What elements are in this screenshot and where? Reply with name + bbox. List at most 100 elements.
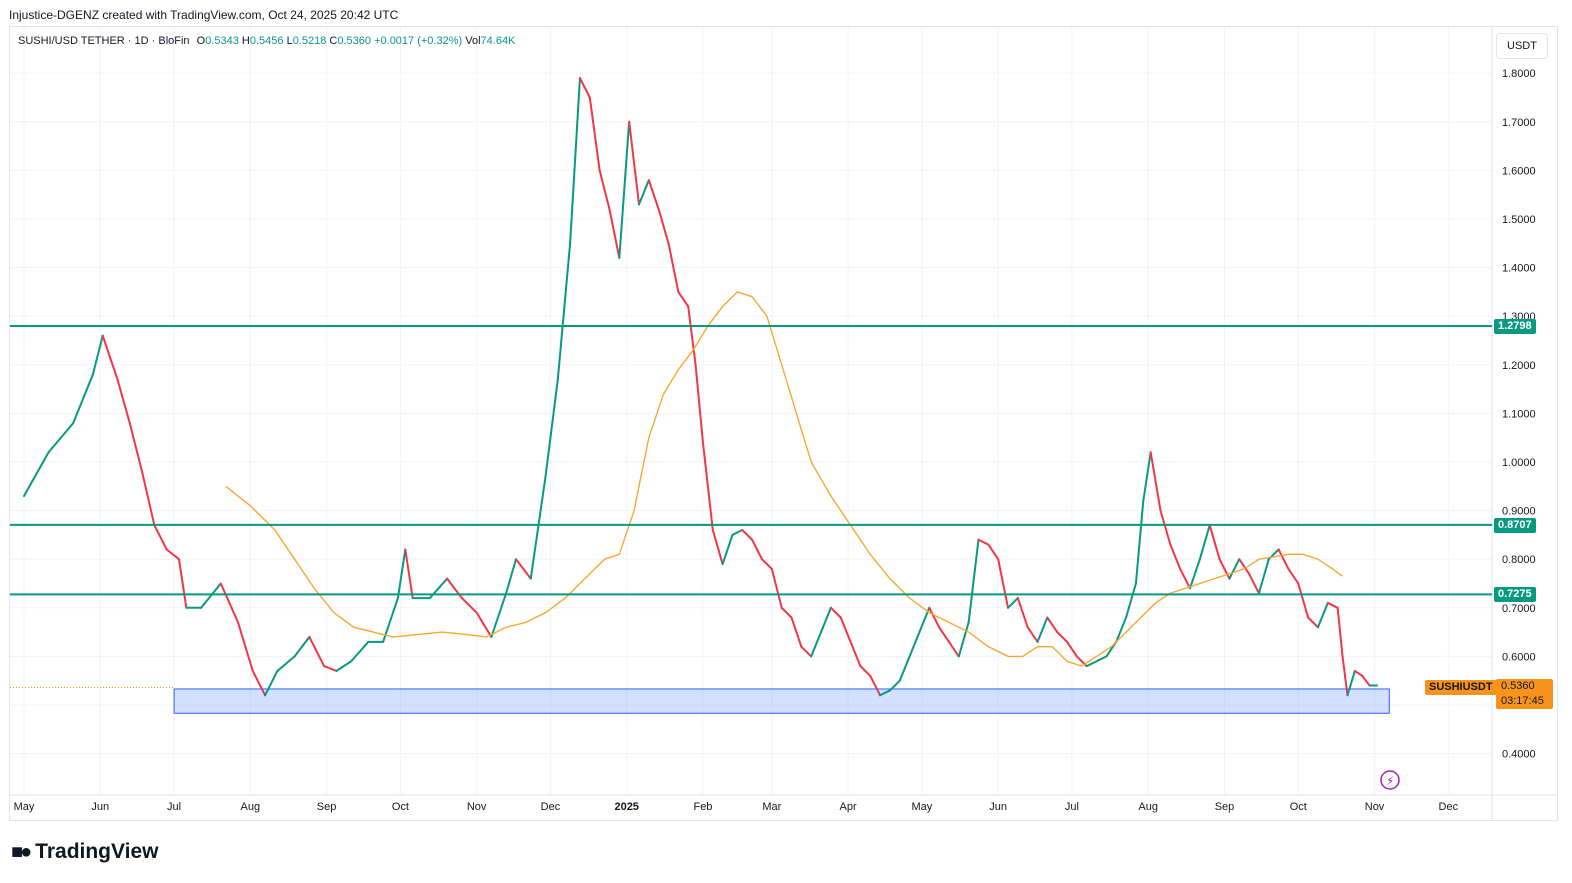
price-segment [1198, 524, 1211, 561]
price-segment [544, 378, 559, 478]
x-tick-label: Jun [91, 801, 109, 813]
legend-close: 0.5360 [337, 35, 372, 47]
price-segment [638, 179, 650, 206]
price-segment [293, 635, 311, 658]
price-segment [608, 208, 621, 259]
ohlc-legend: SUSHI/USD TETHER · 1D · BloFin O0.5343 H… [18, 35, 515, 47]
price-segment [1095, 655, 1108, 663]
price-segment [647, 179, 660, 211]
price-segment [515, 558, 532, 580]
price-segment [1326, 601, 1339, 609]
price-segment [1316, 601, 1329, 629]
price-segment [490, 592, 508, 638]
price-segment [1361, 674, 1371, 687]
price-segment [888, 679, 901, 692]
y-tick-label: 1.6000 [1502, 165, 1536, 177]
price-segment [618, 120, 631, 259]
chart-attribution: Injustice-DGENZ created with TradingView… [9, 8, 399, 22]
lightning-icon[interactable] [1380, 770, 1400, 790]
x-tick-label: Sep [317, 801, 337, 813]
price-segment [701, 441, 714, 532]
price-segment [588, 96, 601, 172]
x-tick-label: Oct [392, 801, 409, 813]
tradingview-logo-text: TradingView [35, 840, 159, 863]
price-segment [556, 242, 572, 381]
chart-frame [9, 26, 1558, 821]
price-segment [165, 548, 180, 561]
price-segment [598, 169, 611, 211]
legend-vol-label: Vol [465, 35, 481, 47]
price-segment [141, 470, 156, 527]
x-tick-label: Nov [467, 801, 487, 813]
price-segment [977, 538, 990, 546]
price-segment [628, 120, 640, 206]
price-level-label: 1.2798 [1494, 319, 1536, 335]
x-tick-label: Dec [1439, 801, 1459, 813]
price-segment [1142, 451, 1152, 502]
x-tick-label: Jul [167, 801, 181, 813]
price-segment [879, 689, 891, 697]
price-segment [1066, 640, 1078, 658]
price-segment [1007, 597, 1019, 609]
y-tick-label: 0.8000 [1502, 554, 1536, 566]
price-segment [898, 655, 911, 682]
price-segment [1228, 558, 1241, 580]
x-tick-label: Oct [1290, 801, 1307, 813]
price-segment [731, 529, 744, 536]
y-tick-label: 1.8000 [1502, 68, 1536, 80]
x-tick-label: Apr [840, 801, 857, 813]
currency-button[interactable]: USDT [1496, 33, 1548, 59]
price-segment [711, 529, 724, 566]
price-segment [529, 475, 547, 580]
price-segment [1125, 582, 1137, 619]
x-tick-label: May [14, 801, 35, 813]
y-tick-label: 1.2000 [1502, 360, 1536, 372]
price-segment [839, 616, 852, 643]
legend-symbol[interactable]: SUSHI/USD TETHER · 1D · BloFin [18, 35, 190, 47]
price-segment [1149, 451, 1162, 512]
y-tick-label: 1.7000 [1502, 117, 1536, 129]
price-segment [219, 582, 240, 624]
x-tick-label: Aug [1138, 801, 1158, 813]
price-segment [153, 524, 168, 551]
symbol-tag: SUSHIUSDT [1425, 680, 1497, 695]
x-tick-label: Mar [762, 801, 781, 813]
price-segment [770, 567, 783, 609]
price-segment [657, 208, 670, 245]
price-segment [404, 548, 414, 600]
x-tick-label: 2025 [614, 801, 638, 813]
price-segment [1056, 631, 1069, 643]
price-level-label: 0.7275 [1494, 587, 1536, 603]
price-segment [1238, 558, 1251, 575]
y-tick-label: 0.4000 [1502, 749, 1536, 761]
x-tick-label: May [912, 801, 933, 813]
price-segment [957, 621, 970, 658]
x-tick-label: Aug [241, 801, 261, 813]
price-segment [1346, 669, 1356, 697]
price-segment [800, 645, 813, 658]
x-tick-label: Jun [989, 801, 1007, 813]
x-tick-label: Feb [693, 801, 712, 813]
x-tick-label: Sep [1215, 801, 1235, 813]
price-segment [820, 606, 832, 634]
y-tick-label: 1.5000 [1502, 214, 1536, 226]
price-segment [667, 242, 680, 293]
price-segment [1341, 655, 1349, 697]
price-segment [1307, 616, 1319, 629]
price-segment [177, 558, 188, 609]
price-segment [997, 558, 1009, 609]
price-segment [475, 611, 493, 638]
price-segment [1085, 660, 1098, 668]
price-segment [47, 422, 75, 454]
price-segment [761, 558, 773, 570]
x-tick-label: Jul [1065, 801, 1079, 813]
price-segment [908, 631, 921, 658]
price-segment [677, 290, 690, 308]
tradingview-logo[interactable]: ■● TradingView [11, 840, 159, 864]
price-segment [116, 378, 131, 425]
price-segment [1134, 499, 1145, 585]
price-segment [1036, 616, 1049, 643]
price-segment [1353, 669, 1364, 677]
price-segment [1026, 626, 1039, 643]
